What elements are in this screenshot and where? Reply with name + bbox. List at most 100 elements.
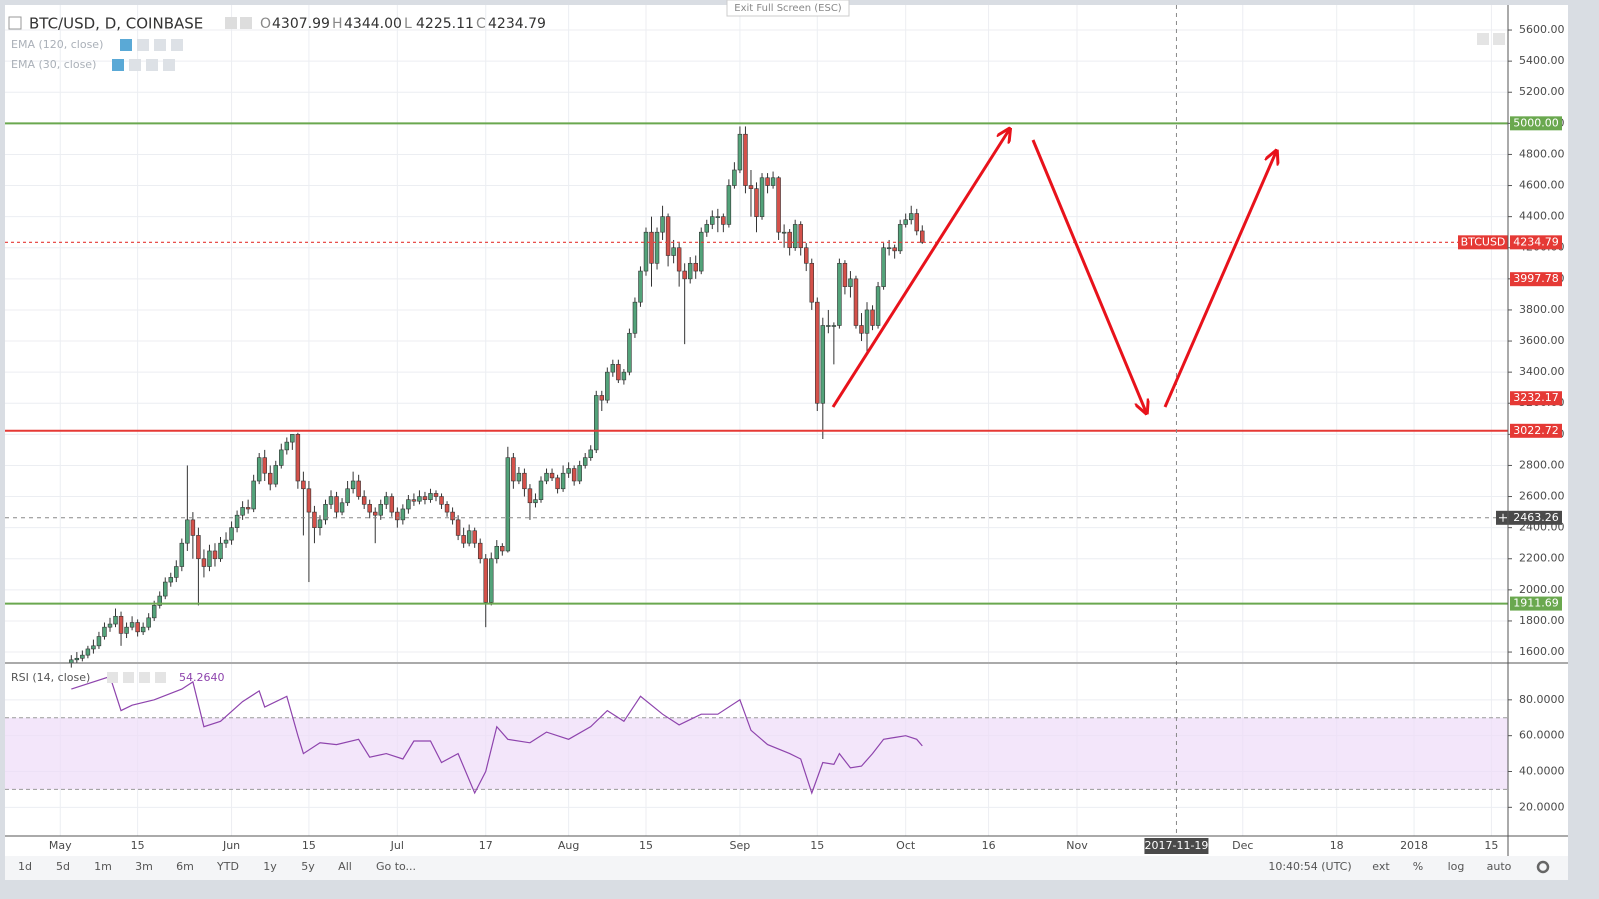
indicator-icon[interactable] <box>163 59 175 71</box>
indicator-icon[interactable] <box>137 39 149 51</box>
candle-body <box>455 519 461 536</box>
candle-body <box>196 535 201 560</box>
range-button[interactable]: 1y <box>263 860 277 873</box>
y-tick-label: 2000.00 <box>1519 583 1565 596</box>
range-button[interactable]: 6m <box>176 860 194 873</box>
candle-body <box>129 622 135 628</box>
indicator-label: EMA (30, close) <box>11 58 96 71</box>
drawings <box>831 130 1276 412</box>
candle-body <box>229 527 234 541</box>
candle-body <box>798 224 803 249</box>
candle-body <box>483 558 488 603</box>
x-tick-label: 16 <box>982 839 996 852</box>
icon[interactable] <box>123 672 134 683</box>
candle-body <box>151 605 157 619</box>
exit-full-screen-button[interactable] <box>726 0 850 17</box>
candle-body <box>594 395 599 451</box>
candle-body <box>207 550 212 567</box>
candle-body <box>555 477 560 490</box>
range-button[interactable]: 3m <box>135 860 153 873</box>
ohlc-key: H <box>332 16 343 32</box>
icon[interactable] <box>1493 33 1505 45</box>
y-tick-label: 1800.00 <box>1519 614 1565 627</box>
candle-body <box>627 332 632 373</box>
crosshair-y-badge <box>1510 510 1562 525</box>
indicator-icon[interactable] <box>154 39 166 51</box>
ohlc-value: 4225.11 <box>416 16 474 32</box>
candle-body <box>163 581 168 597</box>
candle-body <box>759 177 765 217</box>
candle-body <box>770 177 776 186</box>
overlays: 5000.00 4234.79 BTCUSD 3997.78 3232.17 3022.7… <box>5 5 1562 854</box>
symbol-badge-label: BTCUSD <box>1461 235 1506 248</box>
range-button[interactable]: All <box>338 860 352 873</box>
candle-body <box>323 504 328 521</box>
ohlc-key: O <box>260 16 271 32</box>
option-button[interactable]: ext <box>1372 860 1390 873</box>
candle-body <box>610 364 616 373</box>
candle-body <box>69 659 74 664</box>
candle-body <box>306 488 312 513</box>
collapse-icon[interactable] <box>8 16 22 30</box>
indicator-icon[interactable] <box>120 39 132 51</box>
icon[interactable] <box>225 17 237 29</box>
candle-body <box>511 457 516 482</box>
candle-body <box>870 309 875 326</box>
candle-body <box>234 514 240 528</box>
icon[interactable] <box>107 672 118 683</box>
range-button[interactable]: 1d <box>18 860 32 873</box>
candle-body <box>367 504 372 513</box>
candle-body <box>638 270 643 303</box>
range-button[interactable]: 1m <box>94 860 112 873</box>
candle-body <box>273 465 278 485</box>
grid: May 15 Jun 15 Jul 17 Aug 15 Sep 15 Oct 16 Nov Dec 18 20… <box>5 5 1565 852</box>
y-tick-label: 4800.00 <box>1519 147 1565 160</box>
icon[interactable] <box>139 672 150 683</box>
x-tick-label: 15 <box>1484 839 1498 852</box>
indicator-icon[interactable] <box>112 59 124 71</box>
candle-body <box>450 511 455 521</box>
option-button[interactable]: auto <box>1487 860 1512 873</box>
candle-body <box>96 636 102 647</box>
range-button[interactable]: 5d <box>56 860 70 873</box>
candle-body <box>185 519 190 544</box>
candle-body <box>146 617 151 628</box>
settings-button[interactable] <box>1536 860 1550 874</box>
indicator-icon[interactable] <box>171 39 183 51</box>
icon[interactable] <box>1477 33 1489 45</box>
x-tick-label: Dec <box>1232 839 1253 852</box>
range-button[interactable]: YTD <box>216 860 239 873</box>
option-button[interactable]: % <box>1413 860 1423 873</box>
price-badge-label: 4234.79 <box>1513 235 1559 248</box>
y-tick-label: 5600.00 <box>1519 23 1565 36</box>
candle-body <box>687 262 693 280</box>
icon[interactable] <box>240 17 252 29</box>
icon[interactable] <box>155 672 166 683</box>
y-tick-label: 3400.00 <box>1519 365 1565 378</box>
candle-body <box>268 472 273 485</box>
y-tick-label: 3600.00 <box>1519 334 1565 347</box>
indicator-icon[interactable] <box>146 59 158 71</box>
candle-body <box>212 550 218 560</box>
price-badge-label: 1911.69 <box>1513 597 1559 610</box>
goto-button[interactable]: Go to... <box>376 860 416 873</box>
range-button[interactable]: 5y <box>301 860 315 873</box>
toolbar-items: 1d 5d 1m 3m 6m YTD 1y 5y All Go to... 10:40:54 (UT… <box>18 860 1550 874</box>
candle-body <box>803 247 809 264</box>
candle-body <box>466 530 472 544</box>
exit-full-screen-label[interactable]: Exit Full Screen (ESC) <box>734 3 842 14</box>
candle-body <box>831 325 837 327</box>
candle-body <box>389 496 395 513</box>
candle-body <box>179 542 185 567</box>
x-tick-label: Nov <box>1066 839 1088 852</box>
indicator-icon[interactable] <box>129 59 141 71</box>
candle-body <box>339 502 345 513</box>
y-tick-label: 20.0000 <box>1519 800 1565 813</box>
candle-body <box>864 309 870 334</box>
option-button[interactable]: log <box>1448 860 1465 873</box>
candle-body <box>477 542 483 560</box>
candle-body <box>400 508 406 521</box>
candle-body <box>577 465 582 482</box>
candle-body <box>842 262 848 287</box>
